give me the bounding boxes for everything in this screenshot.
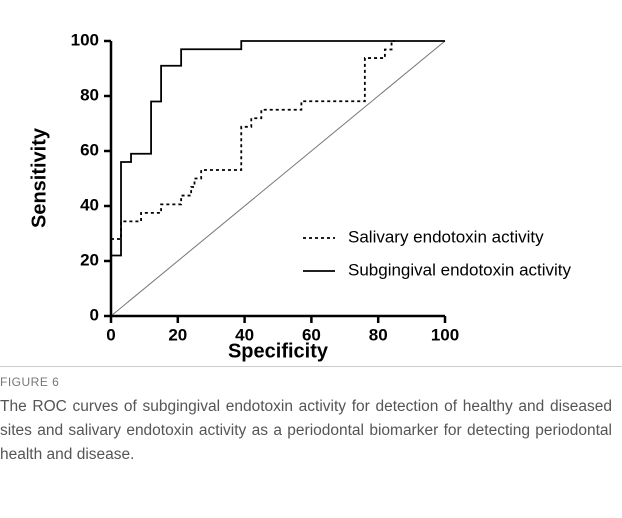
- x-tick-label: 80: [369, 325, 388, 344]
- chart: Specificity Sensitivity 0 20 40 60 80 100 0 20 4…: [28, 30, 572, 362]
- series-line: [111, 40, 445, 257]
- y-tick-label: 0: [90, 305, 99, 324]
- legend-label: Salivary endotoxin activity: [348, 227, 544, 246]
- y-tick-label: 80: [80, 85, 99, 104]
- y-tick-label: 100: [71, 30, 99, 49]
- y-tick-label: 40: [80, 195, 99, 214]
- y-tick-label: 20: [80, 250, 99, 269]
- x-tick-label: 100: [431, 325, 459, 344]
- y-axis-label: Sensitivity: [28, 127, 50, 228]
- x-axis-label: Specificity: [228, 340, 329, 362]
- x-tick-label: 20: [168, 325, 187, 344]
- caption: The ROC curves of subgingival endotoxin …: [0, 398, 612, 463]
- series-line: [111, 40, 395, 240]
- reference-line: [110, 40, 446, 317]
- x-tick-label: 60: [302, 325, 321, 344]
- x-tick-label: 40: [235, 325, 254, 344]
- y-tick-label: 60: [80, 140, 99, 159]
- x-tick-label: 0: [106, 325, 115, 344]
- caption-label: FIGURE 6: [0, 375, 60, 389]
- legend-label: Subgingival endotoxin activity: [348, 260, 572, 279]
- separator: [0, 366, 622, 367]
